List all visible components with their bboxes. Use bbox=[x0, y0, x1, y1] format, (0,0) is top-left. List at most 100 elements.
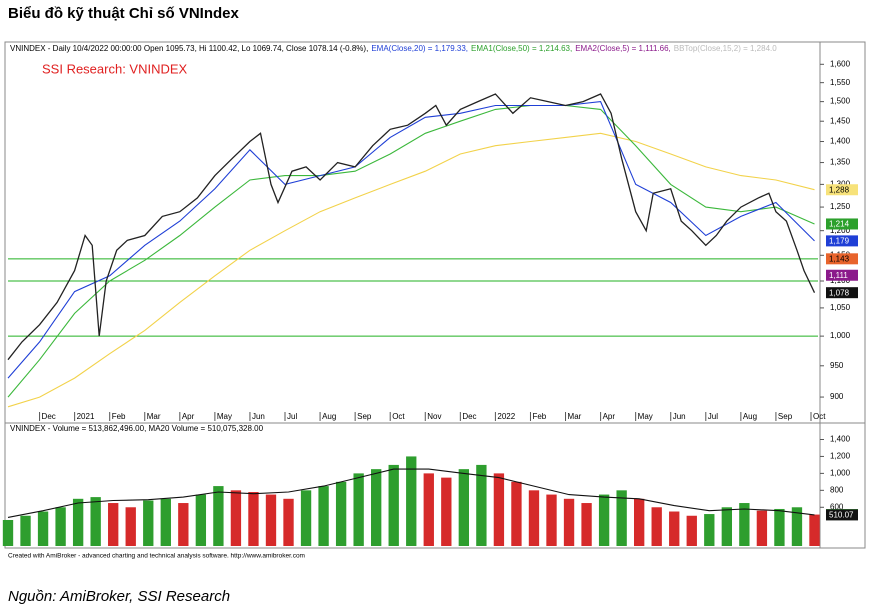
panel-header: VNINDEX - Daily 10/4/2022 00:00:00 Open … bbox=[10, 44, 777, 53]
y-tick-label: 1,550 bbox=[830, 78, 851, 87]
page-title: Biểu đồ kỹ thuật Chỉ số VNIndex bbox=[8, 5, 240, 22]
x-tick-label: May bbox=[638, 412, 653, 421]
value-badge-label: 1,143 bbox=[829, 254, 850, 263]
y-tick-label: 1,200 bbox=[830, 452, 851, 461]
source: Nguồn: AmiBroker, SSI Research bbox=[8, 588, 230, 605]
y-tick-label: 1,350 bbox=[830, 158, 851, 167]
value-badge-label: 1,078 bbox=[829, 288, 850, 297]
x-tick-label: Dec bbox=[462, 412, 476, 421]
volume-bar bbox=[388, 464, 399, 546]
header-part: EMA2(Close,5) = 1,111.66, bbox=[575, 44, 671, 53]
x-tick-label: Oct bbox=[392, 412, 405, 421]
x-tick-label: Nov bbox=[427, 412, 441, 421]
footer: Created with AmiBroker - advanced charti… bbox=[8, 553, 305, 560]
x-tick-label: Jul bbox=[287, 412, 297, 421]
volume-bar bbox=[125, 507, 136, 546]
volume-bar bbox=[300, 490, 312, 546]
x-tick-label: 2022 bbox=[497, 412, 515, 421]
series-line bbox=[7, 93, 816, 361]
value-badge bbox=[826, 269, 858, 281]
volume-bar bbox=[335, 481, 347, 546]
volume-bar bbox=[493, 473, 505, 546]
volume-bar bbox=[528, 490, 540, 546]
value-badge bbox=[826, 287, 858, 299]
header-part: EMA(Close,20) = 1,179.33, bbox=[371, 44, 468, 53]
x-tick-label: 2021 bbox=[77, 412, 95, 421]
x-tick-label: Jul bbox=[708, 412, 718, 421]
volume-bar bbox=[511, 481, 522, 546]
y-tick-label: 1,000 bbox=[830, 468, 851, 477]
value-badge-label: 1,214 bbox=[829, 220, 850, 229]
y-tick-label: 950 bbox=[830, 361, 844, 370]
x-tick-label: Sep bbox=[357, 412, 372, 421]
series-line bbox=[7, 104, 815, 398]
volume-bar bbox=[318, 486, 329, 546]
y-tick-label: 1,000 bbox=[830, 331, 851, 340]
y-tick-label: 1,200 bbox=[830, 226, 851, 235]
x-tick-label: Dec bbox=[42, 412, 56, 421]
annotation: SSI Research: VNINDEX bbox=[42, 61, 188, 76]
x-tick-label: Feb bbox=[112, 412, 126, 421]
series-line bbox=[7, 132, 815, 408]
volume-bar bbox=[2, 519, 14, 546]
x-tick-label: Apr bbox=[603, 412, 616, 421]
header-part: EMA1(Close,50) = 1,214.63, bbox=[471, 44, 572, 53]
volume-bar bbox=[90, 497, 101, 546]
value-badge bbox=[826, 235, 858, 247]
x-tick-label: Aug bbox=[322, 412, 336, 421]
volume-bar bbox=[791, 507, 803, 546]
volume-bar bbox=[213, 486, 224, 546]
volume-bar bbox=[563, 498, 575, 546]
y-tick-label: 1,250 bbox=[830, 202, 851, 211]
y-tick-label: 1,500 bbox=[830, 97, 851, 106]
y-tick-label: 1,050 bbox=[830, 303, 851, 312]
volume-bar bbox=[458, 469, 470, 546]
volume-bar bbox=[108, 503, 119, 546]
series-line bbox=[7, 468, 815, 518]
y-tick-label: 800 bbox=[830, 485, 844, 494]
x-tick-label: Mar bbox=[568, 412, 582, 421]
volume-bar bbox=[774, 508, 785, 546]
volume-bar bbox=[476, 464, 487, 546]
volume-bar bbox=[160, 498, 171, 546]
header-part: VNINDEX - Volume = 513,862,496.00, MA20 … bbox=[10, 424, 264, 433]
volume-bar bbox=[651, 507, 662, 546]
volume-bar bbox=[704, 514, 715, 546]
header-part: BBTop(Close,15,2) = 1,284.0 bbox=[674, 44, 778, 53]
value-badge bbox=[826, 253, 858, 265]
volume-bar bbox=[283, 498, 294, 546]
volume-bar bbox=[739, 503, 750, 546]
y-tick-label: 1,400 bbox=[830, 435, 851, 444]
x-tick-label: Sep bbox=[778, 412, 793, 421]
value-badge-label: 1,288 bbox=[829, 185, 850, 194]
value-badge bbox=[826, 184, 858, 196]
volume-bar bbox=[230, 490, 242, 546]
panel-header: VNINDEX - Volume = 513,862,496.00, MA20 … bbox=[10, 424, 264, 433]
volume-bar bbox=[20, 515, 31, 546]
x-tick-label: May bbox=[217, 412, 232, 421]
y-tick-label: 1,400 bbox=[830, 137, 851, 146]
volume-bar bbox=[248, 492, 259, 546]
x-tick-label: Jun bbox=[673, 412, 686, 421]
volume-bar bbox=[756, 510, 768, 546]
volume-bar bbox=[37, 511, 49, 546]
value-badge bbox=[826, 509, 858, 521]
volume-bar bbox=[143, 500, 154, 546]
volume-bar bbox=[406, 456, 417, 546]
value-badge-label: 1,111 bbox=[829, 271, 848, 280]
y-tick-label: 900 bbox=[830, 392, 844, 401]
volume-bar bbox=[72, 498, 84, 546]
volume-bar bbox=[441, 477, 452, 546]
y-tick-label: 600 bbox=[830, 502, 844, 511]
volume-bar bbox=[633, 498, 645, 546]
x-tick-label: Oct bbox=[813, 412, 826, 421]
y-tick-label: 1,450 bbox=[830, 116, 851, 125]
volume-bar bbox=[178, 503, 189, 546]
volume-bar bbox=[265, 494, 277, 546]
volume-bar bbox=[195, 494, 207, 546]
x-tick-label: Jun bbox=[252, 412, 265, 421]
volume-bar bbox=[423, 473, 434, 546]
value-badge-label: 510.07 bbox=[829, 511, 854, 520]
